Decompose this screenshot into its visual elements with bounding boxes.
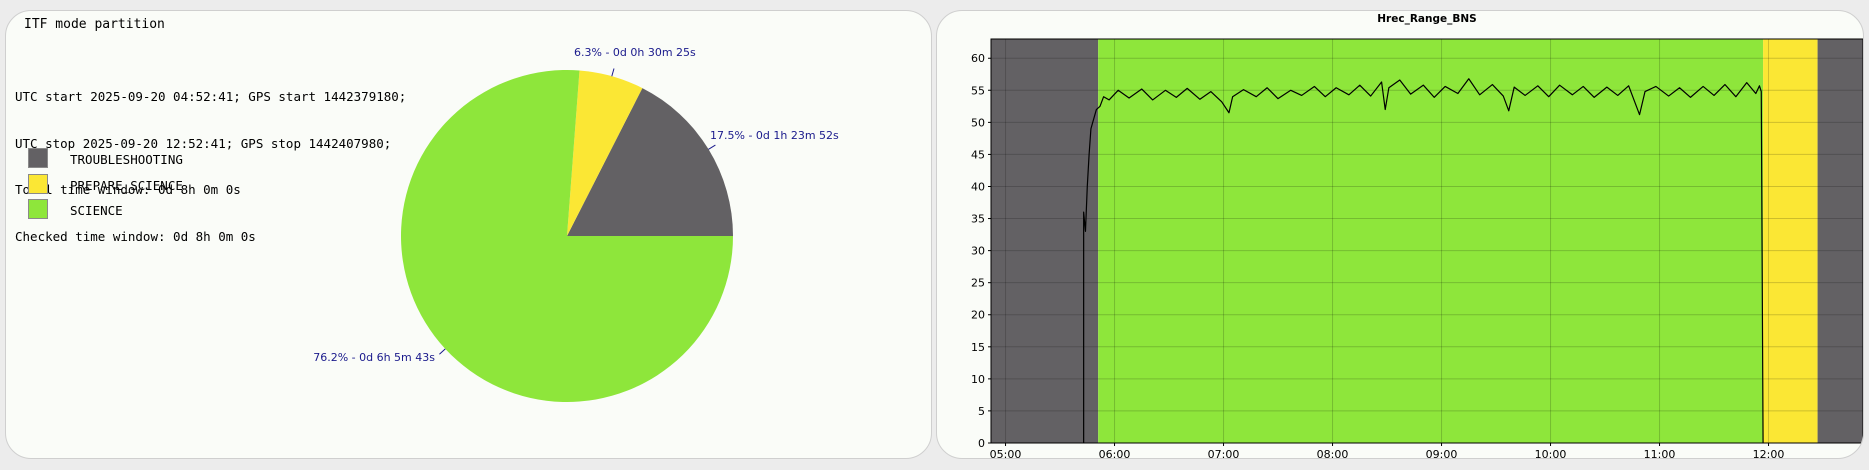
y-tick-label: 35: [971, 213, 985, 226]
y-tick-label: 5: [978, 405, 985, 418]
legend-swatch: [28, 148, 48, 168]
y-tick-label: 0: [978, 437, 985, 450]
y-tick-label: 40: [971, 180, 985, 193]
time-window-info: UTC start 2025-09-20 04:52:41; GPS start…: [15, 58, 406, 275]
range-chart-panel: Hrec_Range_BNS 0 5 10 15 20 25 30 35 40 45 50 55 60 05…: [936, 10, 1864, 459]
x-tick-label: 12:00: [1753, 448, 1785, 458]
y-tick-label: 50: [971, 116, 985, 129]
slice-annotation: 76.2% - 0d 6h 5m 43s: [313, 351, 435, 364]
slice-annotation: 17.5% - 0d 1h 23m 52s: [710, 129, 839, 142]
y-tick-label: 15: [971, 341, 985, 354]
mode-partition-panel: ITF mode partition UTC start 2025-09-20 …: [5, 10, 932, 459]
checked-time-line: Checked time window: 0d 8h 0m 0s: [15, 228, 256, 244]
pie-slice: [567, 88, 733, 236]
utc-stop-line: UTC stop 2025-09-20 12:52:41; GPS stop 1…: [15, 135, 392, 151]
y-tick-label: 10: [971, 373, 985, 386]
x-tick-label: 11:00: [1644, 448, 1676, 458]
legend-label: TROUBLESHOOTING: [70, 152, 183, 167]
x-tick-label: 05:00: [990, 448, 1022, 458]
y-tick-label: 55: [971, 84, 985, 97]
pie-chart: 17.5% - 0d 1h 23m 52s 6.3% - 0d 0h 30m 25…: [313, 46, 839, 402]
x-tick-label: 08:00: [1317, 448, 1349, 458]
y-tick-label: 20: [971, 309, 985, 322]
utc-start-line: UTC start 2025-09-20 04:52:41; GPS start…: [15, 89, 407, 104]
slice-annotation: 6.3% - 0d 0h 30m 25s: [574, 46, 696, 59]
pie-slice: [400, 69, 733, 402]
slice-leader-line: [611, 68, 615, 77]
mode-band: [991, 39, 1099, 443]
panel-title: ITF mode partition: [24, 17, 165, 32]
slice-leader-line: [708, 144, 716, 150]
mode-band: [1098, 39, 1764, 443]
legend-label: PREPARE_SCIENCE: [70, 177, 183, 193]
y-tick-label: 30: [971, 245, 985, 258]
legend-swatch: [28, 173, 48, 194]
mode-band: [1763, 39, 1818, 443]
y-tick-label: 60: [971, 52, 985, 65]
chart-title: Hrec_Range_BNS: [1377, 13, 1476, 25]
series-line: [1083, 78, 1764, 444]
pie-slice: [567, 70, 643, 236]
x-tick-label: 10:00: [1535, 448, 1567, 458]
x-tick-label: 06:00: [1099, 448, 1131, 458]
legend-label: SCIENCE: [70, 203, 123, 218]
y-tick-label: 25: [971, 277, 985, 290]
line-chart: Hrec_Range_BNS 0 5 10 15 20 25 30 35 40 45 50 55 60 05…: [971, 13, 1863, 458]
legend-swatch: [28, 199, 48, 219]
slice-leader-line: [439, 348, 446, 355]
x-tick-label: 09:00: [1426, 448, 1458, 458]
mode-band: [1817, 39, 1863, 443]
y-tick-label: 45: [971, 148, 985, 161]
plot-frame: [990, 38, 1863, 444]
x-tick-label: 07:00: [1208, 448, 1240, 458]
